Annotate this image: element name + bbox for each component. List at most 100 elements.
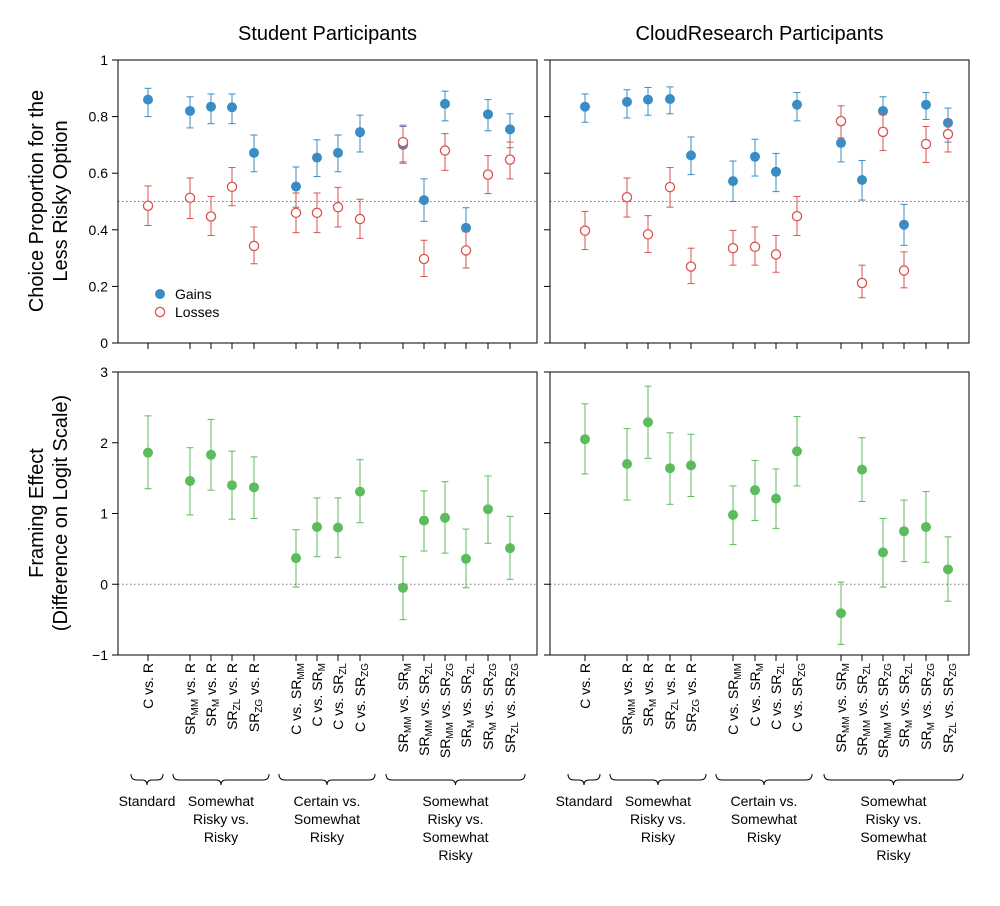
group-label: Somewhat: [731, 811, 797, 827]
group-brace: [823, 773, 964, 786]
category-label-sub: M: [926, 722, 937, 730]
category-label-sub: M: [211, 699, 222, 707]
category-label-part: vs. R: [640, 663, 656, 699]
y-tick-label: 0: [100, 576, 108, 592]
point-effect: [312, 521, 322, 532]
point-losses: [460, 245, 472, 256]
category-label-part: C vs. SR: [789, 677, 805, 732]
point-losses: [856, 277, 868, 289]
point-effect: [750, 485, 760, 496]
category-label-part: SR: [875, 739, 891, 758]
point-gains: [836, 137, 846, 148]
category-label-sub: ZL: [338, 663, 349, 675]
point-losses: [835, 115, 847, 127]
category-label: SRMM vs. SRZL: [854, 663, 873, 756]
category-label-part: SR: [640, 707, 656, 726]
group-label: Standard: [119, 793, 176, 809]
point-losses: [664, 181, 676, 193]
category-label-part: SR: [619, 715, 635, 734]
point-gains: [227, 102, 237, 113]
point-losses: [248, 240, 260, 252]
point-effect: [355, 486, 365, 497]
category-label-part: SR: [246, 713, 262, 732]
category-label-part: SR: [662, 710, 678, 729]
category-label: SRMM vs. SRM: [395, 663, 414, 753]
category-label: SRM vs. R: [640, 663, 659, 727]
point-gains: [249, 147, 259, 158]
category-label-part: SR: [395, 733, 411, 752]
category-label: SRMM vs. SRM: [833, 663, 852, 753]
category-label-sub: ZL: [948, 722, 959, 734]
category-label: C vs. SRM: [747, 663, 766, 727]
column-title-1: CloudResearch Participants: [636, 23, 884, 45]
point-losses: [791, 210, 803, 222]
point-gains: [312, 152, 322, 163]
group-label: Risky: [641, 829, 675, 845]
category-label-sub: ZL: [466, 663, 477, 675]
category-label-part: vs. R: [224, 663, 240, 699]
category-label-sub: MM: [862, 720, 873, 737]
category-label-part: vs. R: [246, 663, 262, 699]
point-effect: [728, 509, 738, 520]
category-label-part: SR: [203, 707, 219, 726]
category-label-part: SR: [480, 730, 496, 749]
point-effect: [857, 464, 867, 475]
point-losses: [749, 241, 761, 253]
category-label-sub: M: [466, 720, 477, 728]
category-label-part: vs. SR: [854, 675, 870, 720]
category-label-part: SR: [224, 710, 240, 729]
group-brace: [172, 773, 270, 786]
y-tick-label: 0: [100, 335, 108, 351]
point-gains: [878, 105, 888, 116]
category-label-part: vs. SR: [458, 675, 474, 720]
group-label: Somewhat: [860, 793, 926, 809]
category-label-sub: ZG: [883, 663, 894, 677]
panel-r0-c1: [544, 59, 970, 349]
point-effect: [622, 458, 632, 469]
category-label-sub: M: [403, 663, 414, 671]
category-label-sub: M: [317, 663, 328, 671]
category-label-part: SR: [182, 715, 198, 734]
category-label-part: C vs. SR: [725, 680, 741, 735]
category-label: C vs. SRZL: [330, 663, 349, 730]
group-label: Somewhat: [422, 829, 488, 845]
category-label-part: SR: [940, 734, 956, 753]
category-label-part: SR: [896, 728, 912, 747]
point-gains: [461, 222, 471, 233]
point-effect: [665, 463, 675, 474]
y-axis-label-line: Framing Effect: [26, 448, 48, 578]
category-label-part: vs. SR: [875, 677, 891, 722]
category-label-part: vs. SR: [395, 671, 411, 716]
point-gains: [643, 94, 653, 105]
point-gains: [921, 99, 931, 110]
category-label: C vs. SRZG: [352, 663, 371, 732]
category-label-part: C vs. R: [577, 663, 593, 709]
category-label-part: vs. R: [203, 663, 219, 699]
category-label: SRMM vs. R: [619, 663, 638, 735]
point-effect: [505, 543, 515, 554]
point-losses: [290, 207, 302, 219]
point-effect: [686, 460, 696, 471]
category-label-sub: MM: [841, 716, 852, 733]
point-effect: [333, 522, 343, 533]
group-label: Risky vs.: [866, 811, 922, 827]
y-axis-label-line: Choice Proportion for the: [26, 90, 48, 312]
group-label: Risky vs.: [630, 811, 686, 827]
category-label-part: C vs. R: [140, 663, 156, 709]
category-label-sub: ZG: [691, 699, 702, 713]
category-label-part: C vs. SR: [330, 675, 346, 730]
category-label-sub: ZG: [797, 663, 808, 677]
y-axis-label-1: Framing Effect (Difference on Logit Scale…: [26, 395, 72, 631]
category-label-sub: ZG: [926, 663, 937, 677]
category-label-part: vs. SR: [918, 677, 934, 722]
group-brace: [385, 773, 526, 786]
category-label: SRMM vs. SRZG: [875, 663, 894, 758]
category-label: C vs. SRZG: [789, 663, 808, 732]
point-losses: [142, 200, 154, 211]
panel-r0-c0: 0 0.2 0.4 0.6 0.8 1 Gains Losses: [89, 52, 538, 351]
category-label: SRZG vs. R: [246, 663, 265, 732]
category-label-part: vs. R: [662, 663, 678, 699]
group-label: Somewhat: [188, 793, 254, 809]
group-brace: [715, 773, 813, 786]
point-gains: [622, 96, 632, 107]
